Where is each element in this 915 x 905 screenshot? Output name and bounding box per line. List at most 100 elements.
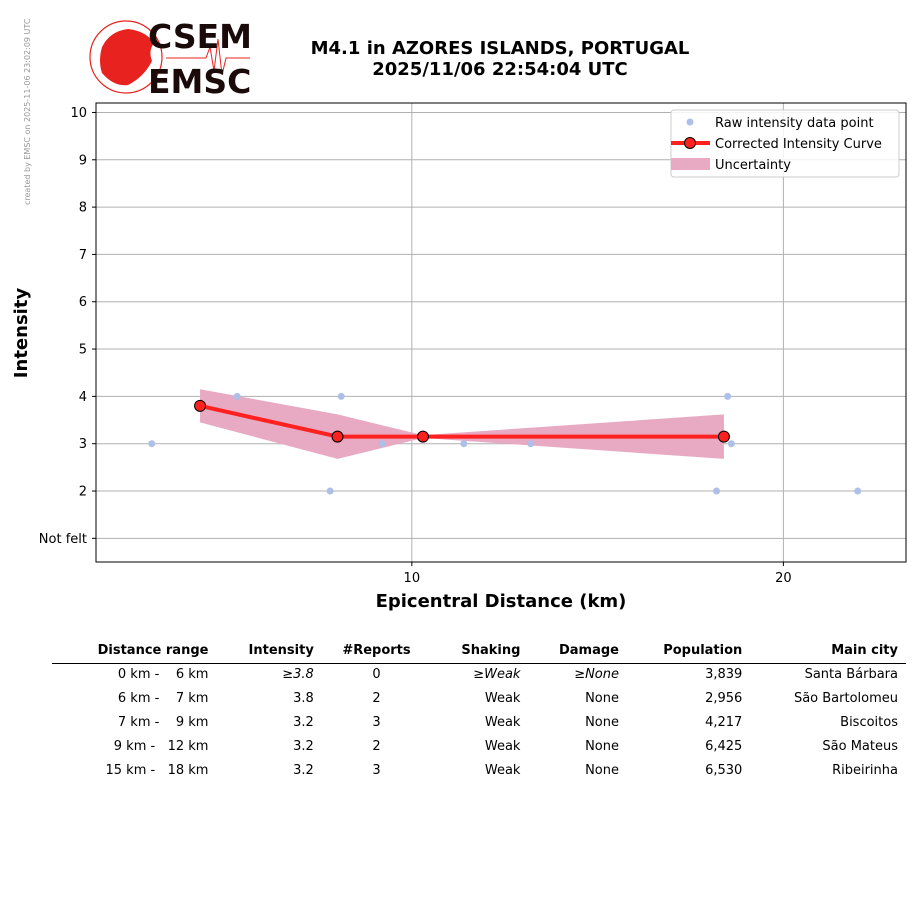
cell-population: 2,956 [705, 691, 743, 706]
title-line-1: M4.1 in AZORES ISLANDS, PORTUGAL [310, 38, 690, 59]
header-shaking: Shaking [431, 640, 529, 664]
header-damage: Damage [528, 640, 627, 664]
header-intensity: Intensity [216, 640, 322, 664]
header-distance-range: Distance range [52, 640, 217, 664]
cell-shaking: Weak [484, 763, 521, 778]
raw-data-point [727, 440, 735, 448]
cell-intensity: 3.2 [293, 715, 314, 730]
cell-reports: 2 [372, 691, 381, 706]
cell-main-city: Santa Bárbara [804, 667, 898, 682]
cell-shaking: Weak [484, 715, 521, 730]
table-row: 6 km - 7 km 3.8 2 Weak None 2,956 São Ba… [52, 688, 906, 712]
corrected-intensity-curve [199, 403, 724, 439]
y-tick-label: 6 [79, 295, 87, 310]
legend-curve-marker [684, 137, 696, 149]
cell-reports: 3 [372, 715, 381, 730]
y-tick-label: 4 [79, 390, 87, 405]
cell-distance-range: 9 km - 12 km [113, 739, 209, 754]
cell-distance-range: 6 km - 7 km [117, 691, 209, 706]
x-tick-label: 20 [775, 571, 792, 586]
chart-title: M4.1 in AZORES ISLANDS, PORTUGAL 2025/11… [250, 38, 750, 80]
logo-globe-icon [89, 20, 163, 94]
cell-main-city: São Mateus [822, 739, 898, 754]
cell-population: 6,530 [705, 763, 743, 778]
legend-raw-marker [686, 118, 694, 126]
legend-raw-label: Raw intensity data point [715, 116, 874, 131]
cell-population: 4,217 [705, 715, 743, 730]
raw-data-point [854, 487, 862, 495]
csem-emsc-logo: CSEM EMSC [89, 17, 252, 97]
logo-text-top: CSEM [148, 17, 252, 56]
curve-point [194, 399, 207, 412]
cell-distance-range: 0 km - 6 km [117, 667, 209, 682]
header-reports: #Reports [321, 640, 432, 664]
raw-data-point [326, 487, 334, 495]
ticks-layer: Not felt 2 3 4 5 6 7 8 9 10 10 20 [39, 106, 792, 586]
cell-damage: None [585, 715, 619, 730]
cell-intensity: 3.8 [293, 691, 314, 706]
y-tick-label: 9 [79, 153, 87, 168]
table-header-row: Distance range Intensity #Reports Shakin… [52, 640, 906, 664]
curve-layer [194, 399, 730, 443]
curve-point [331, 430, 344, 443]
curve-point [416, 430, 429, 443]
header-population: Population [627, 640, 751, 664]
table-row: 9 km - 12 km 3.2 2 Weak None 6,425 São M… [52, 736, 906, 760]
cell-population: 6,425 [705, 739, 743, 754]
raw-data-point [378, 440, 386, 448]
legend: Raw intensity data point Corrected Inten… [670, 109, 900, 178]
y-axis-label: Intensity [11, 288, 32, 379]
raw-data-point [713, 487, 721, 495]
intensity-chart: Not felt 2 3 4 5 6 7 8 9 10 10 20 Epicentral Distan… [11, 102, 907, 612]
cell-reports: 0 [372, 667, 381, 682]
intensity-table: Distance range Intensity #Reports Shakin… [52, 640, 906, 784]
cell-damage: None [585, 691, 619, 706]
header-main-city: Main city [750, 640, 906, 664]
cell-damage: None [585, 739, 619, 754]
logo-text-bottom: EMSC [148, 62, 251, 97]
y-tick-label: 7 [79, 248, 87, 263]
cell-shaking: ≥Weak [473, 667, 521, 682]
legend-uncertainty-swatch [671, 158, 710, 170]
cell-reports: 3 [372, 763, 381, 778]
y-tick-label: 10 [70, 106, 87, 121]
cell-intensity: 3.2 [293, 739, 314, 754]
raw-data-point [233, 392, 241, 400]
y-tick-label: 3 [79, 437, 87, 452]
raw-data-point [148, 440, 156, 448]
cell-main-city: Ribeirinha [832, 763, 898, 778]
logo-seismogram-icon [166, 38, 250, 76]
cell-reports: 2 [372, 739, 381, 754]
plot-frame [95, 102, 907, 563]
x-tick-label: 10 [404, 571, 421, 586]
cell-intensity: ≥3.8 [282, 667, 314, 682]
raw-points-layer [148, 392, 862, 495]
table-row: 15 km - 18 km 3.2 3 Weak None 6,530 Ribe… [52, 760, 906, 784]
y-tick-label: 5 [79, 343, 87, 358]
cell-population: 3,839 [705, 667, 743, 682]
legend-uncertainty-label: Uncertainty [715, 158, 791, 173]
uncertainty-layer [200, 389, 724, 459]
table-row: 7 km - 9 km 3.2 3 Weak None 4,217 Biscoi… [52, 712, 906, 736]
raw-data-point [724, 392, 732, 400]
logo-map-icon [100, 29, 154, 86]
raw-data-point [460, 440, 468, 448]
y-tick-label: 8 [79, 201, 87, 216]
x-axis-label: Epicentral Distance (km) [376, 591, 627, 612]
uncertainty-band [200, 389, 724, 459]
table-row: 0 km - 6 km ≥3.8 0 ≥Weak ≥None 3,839 San… [52, 664, 906, 689]
cell-intensity: 3.2 [293, 763, 314, 778]
raw-data-point [337, 392, 345, 400]
raw-data-point [527, 440, 535, 448]
y-tick-label: 2 [79, 485, 87, 500]
cell-main-city: Biscoitos [840, 715, 898, 730]
title-line-2: 2025/11/06 22:54:04 UTC [372, 59, 628, 80]
legend-curve-label: Corrected Intensity Curve [715, 137, 882, 152]
cell-distance-range: 7 km - 9 km [117, 715, 209, 730]
y-tick-label: Not felt [39, 532, 87, 547]
cell-damage: ≥None [574, 667, 619, 682]
curve-point [717, 430, 730, 443]
cell-damage: None [585, 763, 619, 778]
cell-shaking: Weak [484, 739, 521, 754]
cell-main-city: São Bartolomeu [793, 691, 898, 706]
